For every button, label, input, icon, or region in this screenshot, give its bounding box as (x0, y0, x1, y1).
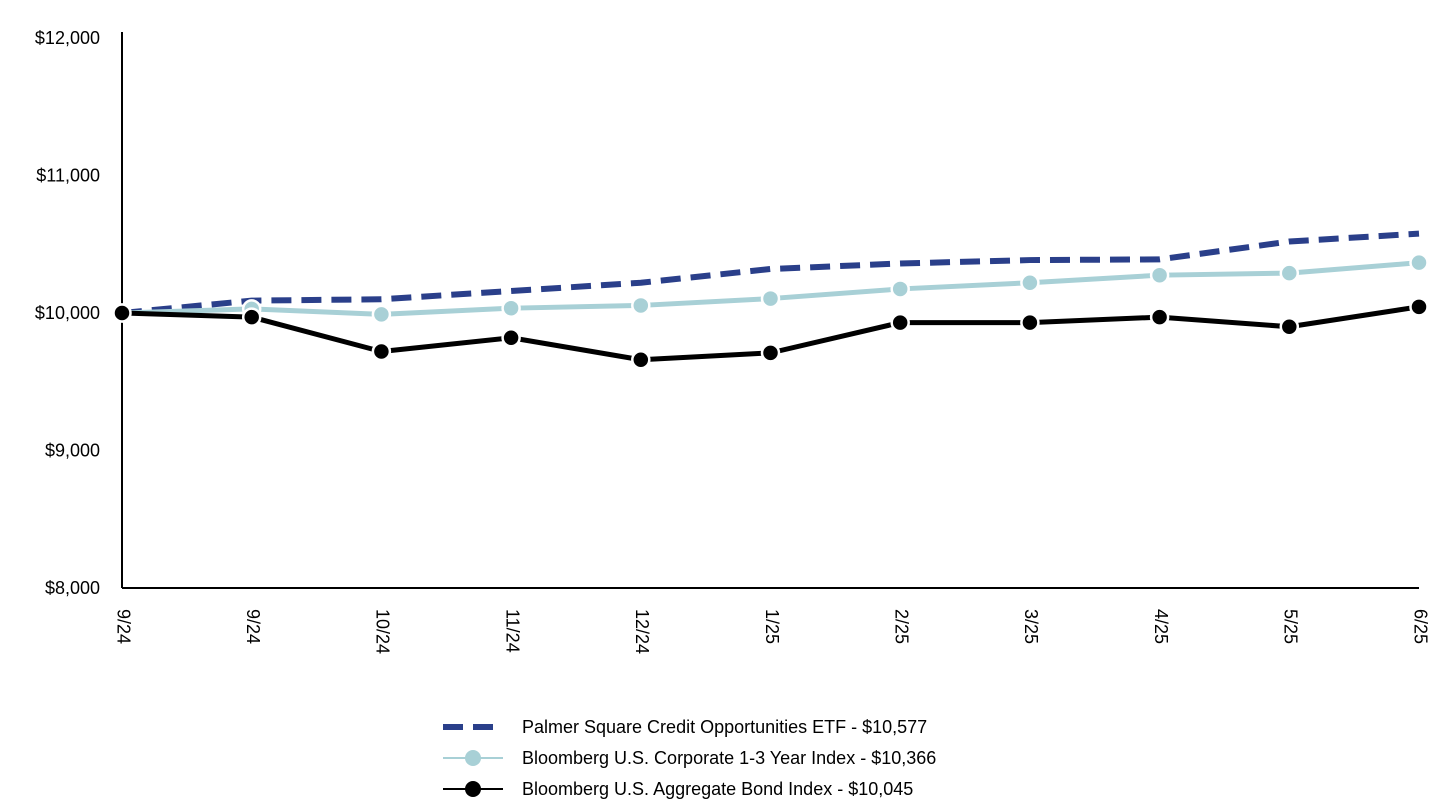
legend-label: Bloomberg U.S. Aggregate Bond Index - $1… (522, 779, 913, 799)
data-point (760, 288, 781, 309)
x-tick-label: 1/25 (762, 609, 782, 644)
data-point (371, 304, 392, 325)
y-tick-label: $10,000 (35, 303, 100, 323)
y-tick-label: $11,000 (36, 166, 100, 186)
data-point (371, 341, 392, 362)
legend-marker (465, 781, 481, 797)
data-point (890, 312, 910, 333)
data-point (1279, 317, 1300, 337)
y-tick-label: $9,000 (45, 441, 100, 461)
legend-label: Bloomberg U.S. Corporate 1-3 Year Index … (522, 748, 936, 768)
series-line (121, 230, 1420, 316)
x-tick-label: 11/24 (502, 609, 522, 653)
data-point (112, 303, 132, 323)
series-1 (121, 230, 1420, 316)
data-point (501, 298, 521, 318)
x-tick-label: 10/24 (373, 609, 393, 654)
data-point (241, 307, 262, 327)
legend-item: Palmer Square Credit Opportunities ETF -… (443, 717, 927, 737)
data-point (631, 295, 651, 316)
y-tick-label: $8,000 (45, 578, 100, 598)
data-point (1020, 273, 1040, 293)
legend-item: Bloomberg U.S. Corporate 1-3 Year Index … (443, 748, 936, 768)
x-tick-label: 5/25 (1281, 609, 1301, 644)
x-axis: 9/24 9/24 10/24 11/24 12/24 1/25 2/25 3/25 4/25 5… (113, 587, 1430, 654)
series-layer (112, 230, 1429, 370)
data-point (1020, 312, 1040, 333)
x-tick-label: 12/24 (632, 609, 652, 654)
x-tick-label: 3/25 (1021, 609, 1041, 644)
x-tick-label: 4/25 (1151, 609, 1171, 644)
x-tick-label: 2/25 (891, 609, 911, 644)
legend: Palmer Square Credit Opportunities ETF -… (443, 717, 936, 799)
series-3 (112, 297, 1429, 370)
y-axis: $8,000 $9,000 $10,000 $11,000 $12,000 (35, 28, 123, 598)
data-point (1279, 263, 1300, 283)
data-point (1409, 252, 1429, 273)
legend-item: Bloomberg U.S. Aggregate Bond Index - $1… (443, 779, 913, 799)
x-tick-label: 9/24 (243, 609, 263, 644)
data-point (1149, 307, 1170, 327)
data-point (1409, 297, 1429, 317)
legend-marker (465, 750, 481, 766)
data-point (760, 343, 781, 363)
x-tick-label: 6/25 (1410, 609, 1430, 644)
data-point (1149, 265, 1170, 285)
data-point (890, 279, 910, 299)
y-tick-label: $12,000 (35, 28, 100, 48)
data-point (501, 328, 521, 348)
data-point (631, 350, 651, 370)
legend-label: Palmer Square Credit Opportunities ETF -… (522, 717, 927, 737)
x-tick-label: 9/24 (113, 609, 133, 644)
series-2 (112, 252, 1429, 325)
